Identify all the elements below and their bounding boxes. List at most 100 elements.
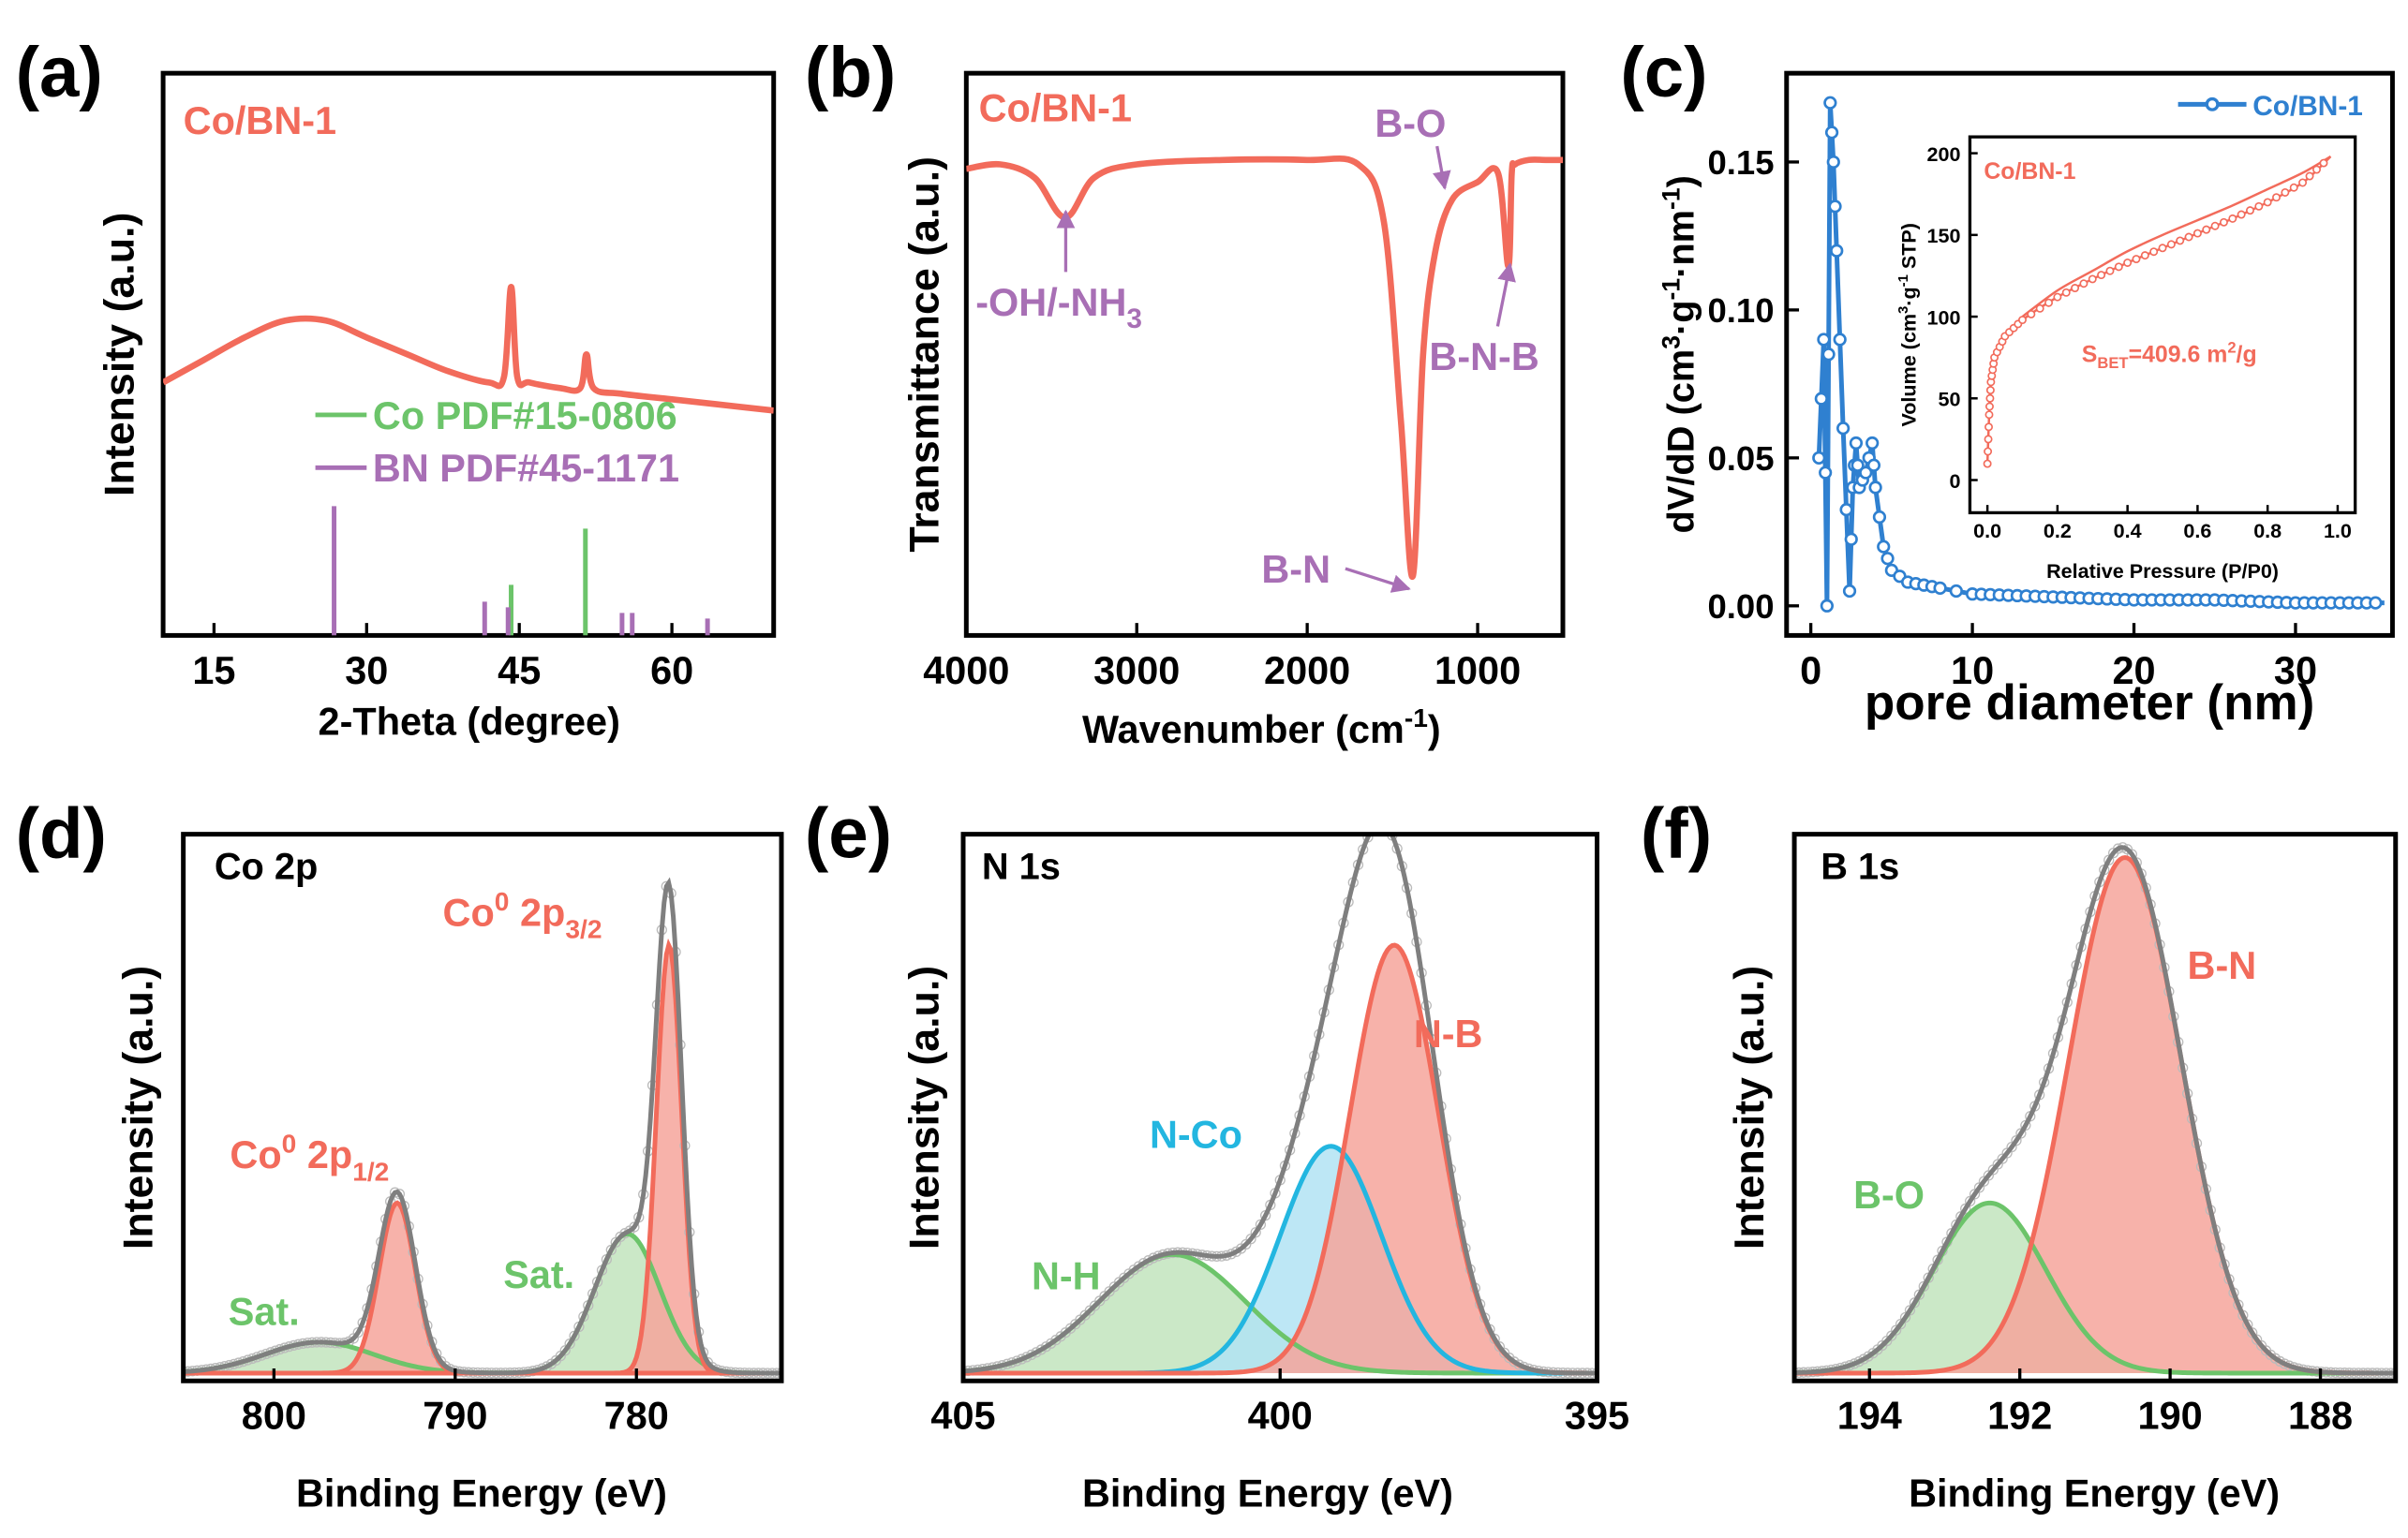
- raw-point: [1383, 822, 1392, 832]
- inset-point: [1985, 393, 1995, 403]
- data-point: [1812, 451, 1826, 465]
- data-point: [1866, 458, 1881, 472]
- series-markers-c: [1812, 96, 2383, 613]
- series-line-b: [966, 155, 1564, 580]
- x-axis-title-b: Wavenumber (cm-1): [1082, 702, 1441, 751]
- xtick-a-label-1: 30: [345, 648, 388, 692]
- peak-fill-1: [1794, 857, 2396, 1373]
- panel-f: (f) 194 192 190 188 B 1s B-N B-O Binding En…: [1641, 793, 2399, 1516]
- peak-fill-2: [963, 945, 1598, 1373]
- data-point: [1821, 348, 1836, 362]
- xticks-f: 194 192 190 188: [1837, 1368, 2353, 1438]
- xtick-c-label-3: 30: [2274, 648, 2317, 692]
- inset-point: [2319, 158, 2328, 168]
- xtick-b-label-3: 1000: [1434, 648, 1521, 692]
- inset-sample-label: Co/BN-1: [1984, 158, 2075, 185]
- y-axis-title-a: Intensity (a.u.): [97, 213, 143, 496]
- inset-x-axis-title: Relative Pressure (P/P0): [2046, 559, 2279, 583]
- inset-point: [2298, 178, 2308, 187]
- raw-point: [1378, 819, 1388, 828]
- inset-point: [1985, 386, 1995, 395]
- envelope-line: [183, 877, 782, 1376]
- data-point: [1880, 552, 1895, 566]
- xtick-5-label-0: 194: [1837, 1394, 1902, 1438]
- raw-point: [564, 1338, 575, 1350]
- annotation-n-h: N-H: [1032, 1253, 1101, 1297]
- panel-label-b: (b): [805, 33, 896, 112]
- x-axis-title-f: Binding Energy (eV): [1909, 1471, 2280, 1516]
- xtick-a-label-2: 45: [498, 648, 541, 692]
- inset-ytick-label-1: 50: [1939, 388, 1961, 411]
- xticks-a: 15 30 45 60: [192, 623, 693, 692]
- inset-ytick-label-2: 100: [1927, 305, 1961, 329]
- xtick-4-label-0: 405: [930, 1394, 995, 1438]
- xtick-b-label-2: 2000: [1264, 648, 1350, 692]
- inset-xtick-label-0: 0.0: [1973, 519, 2001, 542]
- inset-point: [2312, 165, 2321, 174]
- data-point: [1842, 584, 1857, 599]
- envelope-line: [963, 834, 1598, 1376]
- svg-text:dV/dD (cm3·g-1·nm-1): dV/dD (cm3·g-1·nm-1): [1657, 175, 1702, 533]
- inset-xtick-label-5: 1.0: [2324, 519, 2352, 542]
- inset-point: [2035, 303, 2044, 313]
- inset-point: [2044, 298, 2054, 307]
- data-point: [1949, 584, 1963, 599]
- peak-fits-f: [1794, 842, 2396, 1379]
- region-label-d: Co 2p: [215, 847, 319, 888]
- inset-point: [2097, 271, 2106, 280]
- panel-a: (a) 15 30 45 60 Co/BN-1 Co PDF#15-0806 BN P…: [16, 33, 777, 744]
- inset-point: [2158, 244, 2167, 253]
- raw-point: [2015, 1128, 2027, 1139]
- svg-text:Volume (cm3·g-1 STP): Volume (cm3·g-1 STP): [1895, 223, 1920, 427]
- xtick-4-label-2: 395: [1565, 1394, 1629, 1438]
- region-label-e: N 1s: [982, 847, 1061, 888]
- plot-frame-b: [963, 70, 1566, 638]
- xtick-a-label-3: 60: [650, 648, 693, 692]
- annotation-sat-right: Sat.: [503, 1252, 574, 1296]
- inset-point: [2176, 236, 2185, 245]
- plot-frame-d: [181, 832, 784, 1383]
- annotation-co-2p12: Co0 2p1/2: [230, 1129, 389, 1187]
- inset-xtick-label-2: 0.4: [2114, 519, 2142, 542]
- data-point: [1830, 244, 1844, 258]
- sample-label-b: Co/BN-1: [979, 86, 1132, 130]
- xticks-b: 4000 3000 2000 1000: [923, 623, 1521, 692]
- data-point: [1817, 333, 1831, 347]
- plot-frame-f: [1791, 832, 2399, 1383]
- inset-point: [1984, 435, 1993, 444]
- xtick-3-label-2: 780: [604, 1394, 669, 1438]
- plot-frame-c: [1784, 70, 2395, 638]
- inset-point: [2289, 183, 2298, 192]
- data-point: [1826, 155, 1840, 170]
- peak-fits-d: [183, 877, 782, 1379]
- annotation-sat-left: Sat.: [229, 1290, 300, 1334]
- peak-fill-0: [963, 1254, 1598, 1373]
- inset-point: [1983, 459, 1992, 468]
- inset-point: [2210, 221, 2220, 230]
- annotation-b-n-b: B-N-B: [1429, 334, 1538, 378]
- annotation-n-b: N-B: [1414, 1012, 1483, 1056]
- data-point: [1833, 333, 1847, 347]
- inset-point: [2114, 262, 2123, 272]
- data-point: [1824, 126, 1839, 140]
- inset-point: [2105, 266, 2115, 275]
- peak-fits-e: [963, 819, 1598, 1379]
- inset-point: [2272, 193, 2281, 202]
- arrow-b-o: [1432, 145, 1451, 190]
- inset-point: [2228, 214, 2237, 223]
- annotation-b-o-f: B-O: [1853, 1173, 1925, 1217]
- y-axis-title-f: Intensity (a.u.): [1726, 966, 1773, 1250]
- legend-label-bn: BN PDF#45-1171: [373, 446, 679, 490]
- inset-point: [2281, 187, 2290, 197]
- xtick-5-label-1: 192: [1987, 1394, 2052, 1438]
- xtick-3-label-0: 800: [242, 1394, 306, 1438]
- inset-point: [1984, 422, 1993, 432]
- x-axis-title-c: pore diameter (nm): [1865, 675, 2314, 731]
- inset-point: [2254, 201, 2264, 211]
- ytick-c-label-1: 0.05: [1708, 439, 1775, 478]
- panel-d: (d) 800 790 780 Co 2p Co0 2p3/2 Co0 2p1/2 …: [16, 793, 784, 1516]
- raw-point: [1250, 1227, 1261, 1238]
- y-axis-title-e: Intensity (a.u.): [900, 966, 947, 1250]
- region-label-f: B 1s: [1821, 847, 1899, 888]
- peak-fill-0: [183, 1341, 782, 1373]
